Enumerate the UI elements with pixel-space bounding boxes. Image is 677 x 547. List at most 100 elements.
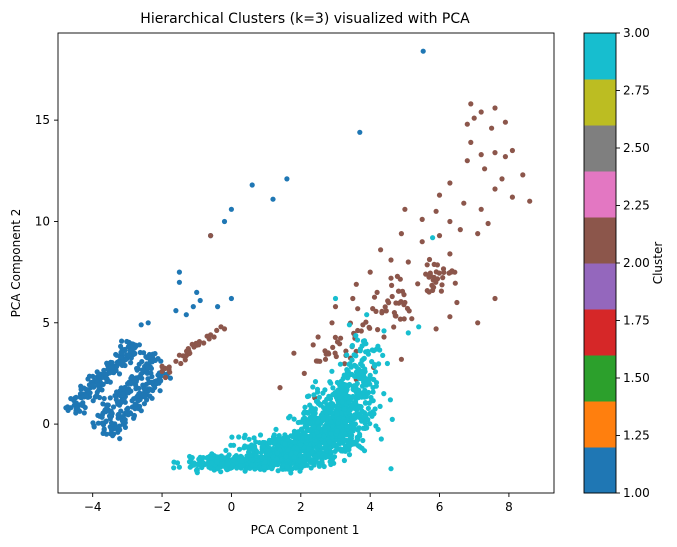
cluster-3-point	[347, 407, 353, 413]
cluster-2-point	[162, 374, 169, 381]
cluster-1-point	[100, 401, 106, 407]
cluster-3-point	[355, 443, 361, 449]
cluster-3-point	[310, 384, 316, 390]
cluster-3-point	[242, 443, 248, 449]
cluster-3-point	[347, 430, 353, 436]
cluster-3-point	[354, 438, 360, 444]
cluster-1-point	[173, 308, 179, 314]
cluster-3-point	[341, 457, 347, 464]
cluster-3-point	[247, 452, 253, 458]
cluster-1-point	[149, 359, 155, 365]
cluster-2-point	[201, 340, 207, 346]
x-tick-label: −2	[153, 500, 171, 514]
cluster-1-point	[142, 393, 148, 399]
cluster-1-point	[142, 385, 148, 391]
cluster-3-point	[306, 452, 312, 458]
cluster-2-point	[401, 292, 407, 298]
cluster-2-point	[382, 304, 388, 310]
colorbar: 1.00 1.25 1.50 1.75 2.00 2.25 2.50 2.75 3.00	[583, 26, 650, 500]
cluster-3-point	[353, 363, 359, 370]
cluster-3-point	[258, 450, 264, 456]
cluster-2-point	[461, 200, 467, 206]
cluster-1-point	[128, 360, 134, 366]
cluster-1-point	[110, 433, 116, 439]
cluster-3-point	[328, 431, 334, 437]
cluster-3-point	[200, 455, 206, 461]
x-tick-label: 6	[436, 500, 444, 514]
cluster-3-point	[236, 446, 243, 452]
cluster-2-point	[176, 352, 182, 358]
cluster-3-point	[300, 416, 306, 422]
cluster-2-point	[468, 139, 474, 145]
cluster-3-point	[262, 459, 268, 465]
cluster-3-point	[361, 367, 367, 374]
x-tick-label: 0	[228, 500, 236, 514]
x-tick-label: −4	[84, 500, 102, 514]
cluster-2-point	[367, 325, 373, 331]
cluster-2-point	[342, 361, 348, 367]
cluster-3-point	[351, 373, 358, 379]
cluster-2-point	[423, 271, 429, 277]
cluster-3-point	[230, 457, 237, 463]
cluster-3-point	[362, 420, 368, 426]
cluster-1-point	[215, 304, 221, 310]
cluster-1-point	[149, 379, 155, 385]
cluster-3-point	[260, 443, 266, 449]
cluster-3-point	[284, 436, 291, 442]
cluster-1-point	[109, 365, 115, 371]
cluster-1-point	[95, 420, 101, 426]
cluster-1-point	[146, 386, 152, 392]
cluster-1-point	[99, 414, 105, 420]
cluster-3-point	[372, 369, 379, 375]
cluster-3-point	[341, 372, 347, 378]
colorbar-segment	[584, 125, 616, 172]
cluster-3-point	[251, 443, 258, 449]
cluster-2-point	[402, 299, 408, 306]
cluster-1-point	[83, 393, 89, 399]
cluster-3-point	[215, 465, 221, 472]
cluster-3-point	[316, 394, 322, 400]
cluster-3-point	[229, 434, 235, 440]
cluster-1-point	[183, 312, 189, 318]
cluster-2-point	[431, 274, 437, 280]
cluster-2-point	[447, 218, 453, 225]
cluster-3-point	[362, 400, 369, 406]
cluster-1-point	[119, 338, 125, 344]
cluster-1-point	[420, 48, 426, 54]
cluster-3-point	[359, 343, 365, 349]
cluster-3-point	[215, 454, 221, 460]
cluster-3-point	[208, 460, 215, 466]
cluster-3-point	[388, 466, 394, 472]
cluster-2-point	[492, 186, 498, 192]
cluster-3-point	[236, 434, 242, 440]
cluster-2-point	[520, 172, 526, 178]
cluster-1-point	[114, 389, 120, 395]
cluster-3-point	[405, 330, 411, 336]
cluster-1-point	[109, 369, 115, 375]
cluster-2-point	[208, 233, 214, 239]
cluster-2-point	[310, 342, 316, 348]
cluster-2-point	[332, 334, 338, 340]
cluster-3-point	[332, 448, 338, 454]
cluster-1-point	[120, 360, 126, 366]
cluster-3-point	[376, 361, 382, 367]
cluster-3-point	[344, 352, 350, 358]
cluster-2-point	[373, 308, 379, 314]
cluster-3-point	[312, 453, 318, 459]
cluster-3-point	[344, 423, 350, 429]
cluster-3-point	[301, 410, 307, 416]
cluster-3-point	[365, 417, 371, 423]
cluster-2-point	[419, 216, 425, 222]
cluster-2-point	[386, 300, 392, 306]
cluster-3-point	[223, 447, 229, 453]
cluster-1-point	[68, 396, 74, 402]
cluster-3-point	[274, 456, 280, 462]
x-tick-label: 2	[297, 500, 305, 514]
cluster-3-points	[171, 235, 436, 476]
cluster-3-point	[354, 380, 360, 387]
cluster-3-point	[336, 438, 343, 444]
cluster-3-point	[367, 421, 373, 427]
cluster-1-point	[132, 351, 138, 357]
cluster-1-point	[141, 401, 147, 407]
cluster-3-point	[260, 439, 266, 446]
